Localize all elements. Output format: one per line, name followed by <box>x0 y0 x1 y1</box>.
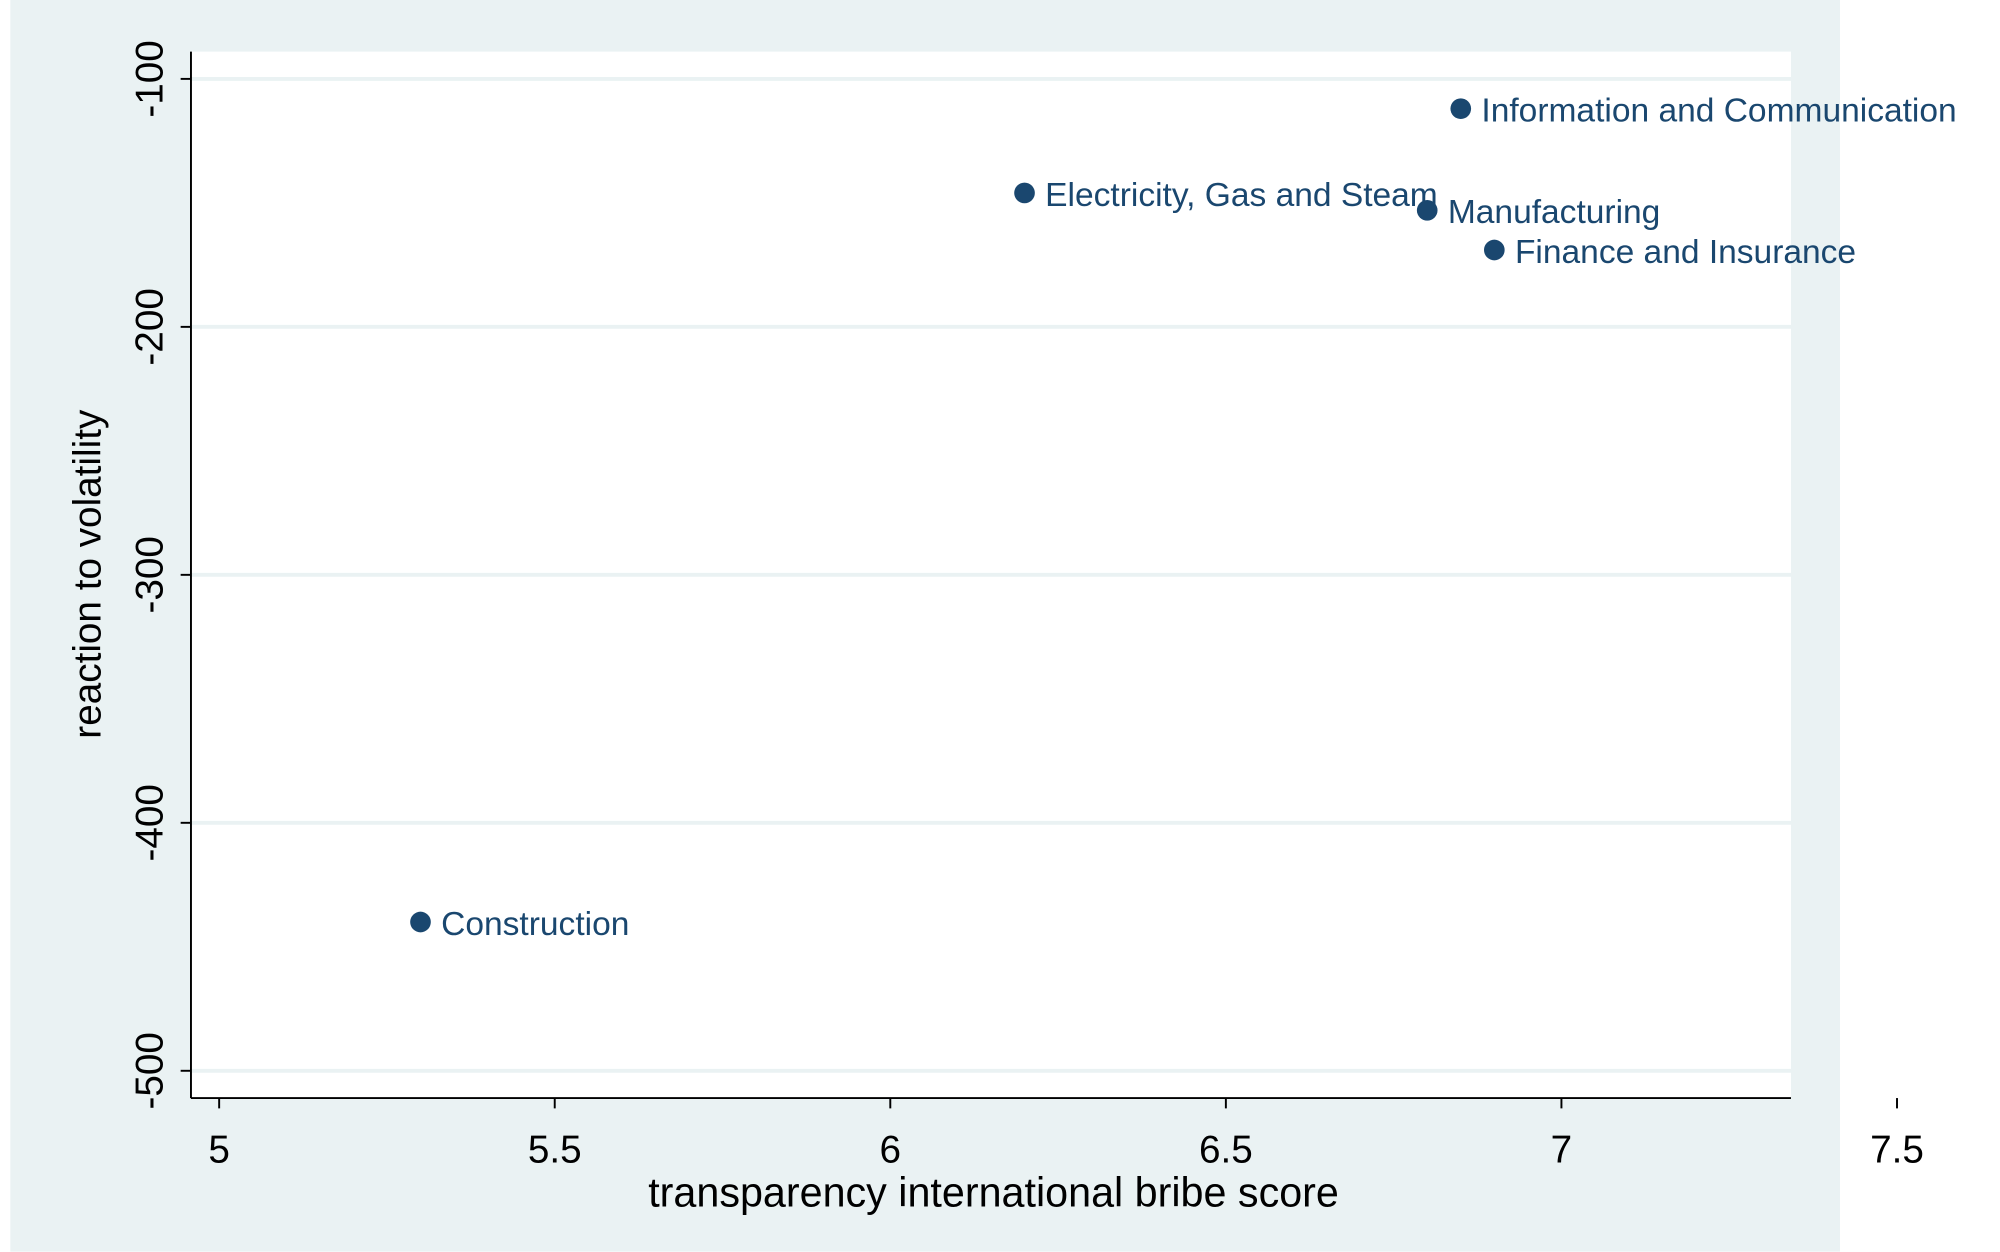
x-tick-label: 5 <box>208 1129 230 1172</box>
x-tick-label: 7.5 <box>1870 1129 1924 1172</box>
y-tick-label: -500 <box>129 1032 172 1109</box>
y-axis-title: reaction to volatility <box>67 409 110 739</box>
y-tick-label: -400 <box>129 784 172 861</box>
point <box>1416 199 1438 221</box>
y-tick-label: -100 <box>129 40 172 117</box>
point-label: Manufacturing <box>1448 194 1661 231</box>
point <box>410 911 431 933</box>
x-tick-label: 7 <box>1551 1129 1573 1172</box>
y-tick-label: -200 <box>129 288 172 365</box>
point <box>1484 239 1505 261</box>
point <box>1014 182 1035 204</box>
point <box>1450 98 1472 119</box>
x-tick-label: 6 <box>880 1129 902 1172</box>
x-axis-title: transparency international bribe score <box>648 1169 1339 1215</box>
point-label: Construction <box>441 906 629 943</box>
point-label: Information and Communication <box>1481 93 1956 130</box>
x-tick-label: 5.5 <box>528 1129 582 1172</box>
y-tick-label: -300 <box>129 536 172 613</box>
point-label: Finance and Insurance <box>1515 234 1856 271</box>
point-label: Electricity, Gas and Steam <box>1045 177 1438 214</box>
x-tick-label: 6.5 <box>1199 1129 1253 1172</box>
